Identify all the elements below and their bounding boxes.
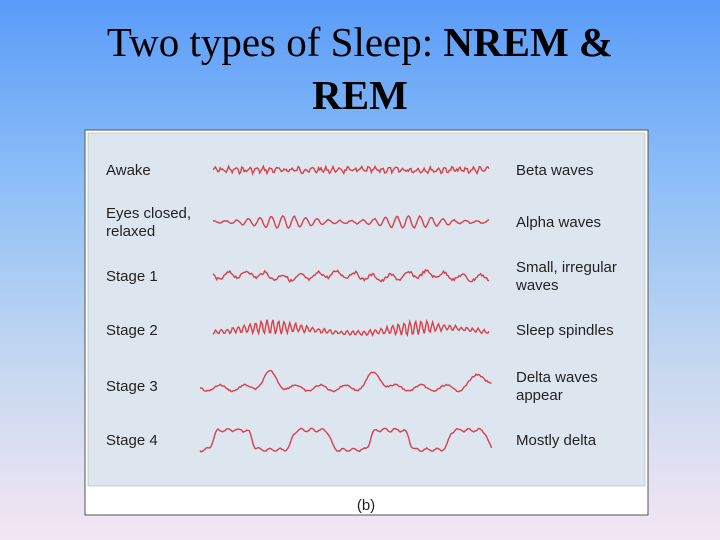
title-line-2: REM (312, 72, 408, 118)
wave-description: Small, irregular (516, 259, 617, 276)
figure-panel (87, 132, 646, 487)
figure-caption: (b) (357, 497, 375, 514)
wave-description: Delta waves (516, 369, 598, 386)
stage-label: Stage 2 (106, 322, 158, 339)
stage-label: Eyes closed, (106, 205, 191, 222)
title-line-1: Two types of Sleep: NREM & (107, 19, 613, 65)
stage-label: Awake (106, 162, 151, 179)
stage-label: Stage 1 (106, 268, 158, 285)
wave-description: appear (516, 387, 563, 404)
title-bold: NREM & (443, 19, 613, 65)
wave-description: Alpha waves (516, 214, 601, 231)
wave-description: Sleep spindles (516, 322, 614, 339)
eeg-wave (199, 369, 492, 393)
wave-description: Mostly delta (516, 432, 597, 449)
stage-label: Stage 4 (106, 432, 158, 449)
wave-description: waves (515, 277, 559, 294)
eeg-wave (199, 427, 493, 453)
eeg-wave (212, 214, 490, 229)
title-plain: Two types of Sleep: (107, 19, 433, 65)
wave-description: Beta waves (516, 162, 594, 179)
eeg-wave (212, 319, 490, 337)
eeg-wave (212, 268, 490, 284)
stage-label: relaxed (106, 223, 155, 240)
stage-label: Stage 3 (106, 378, 158, 395)
eeg-wave (212, 164, 490, 176)
